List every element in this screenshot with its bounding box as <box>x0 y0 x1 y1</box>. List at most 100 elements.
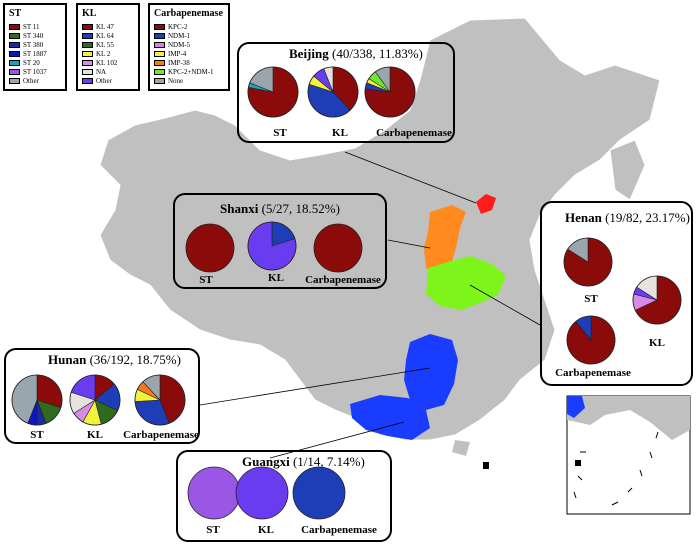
inset-blue-region <box>567 396 585 418</box>
henan-callout-line <box>469 284 541 326</box>
pie-outline <box>563 237 613 287</box>
hunan-region <box>404 334 458 410</box>
legend-carb-swatch <box>154 77 165 84</box>
panel-beijing <box>237 42 455 143</box>
legend-kl-swatch <box>82 41 93 48</box>
legend-kl-swatch <box>82 32 93 39</box>
legend-kl-swatch <box>82 68 93 75</box>
legend-st-label: ST 11 <box>23 22 40 31</box>
legend-st-item: ST 1037 <box>9 67 61 76</box>
panel-hunan-label-kl: KL <box>87 429 103 441</box>
legend-kl-label: KL 55 <box>96 40 114 49</box>
legend-kl-title: KL <box>82 8 97 19</box>
beijing-callout-line <box>344 151 477 204</box>
panel-henan-label-st: ST <box>584 293 598 305</box>
legend-carb-swatch <box>154 68 165 75</box>
panel-beijing-title: Beijing (40/338, 11.83%) <box>289 46 423 62</box>
panel-henan-stats: (19/82, 23.17%) <box>605 210 690 225</box>
legend-carb-swatch <box>154 59 165 66</box>
pie-outline <box>307 66 359 118</box>
pie-outline <box>11 374 63 426</box>
legend-carb-item: KPC-2+NDM-1 <box>154 67 224 76</box>
panel-beijing-name: Beijing <box>289 46 329 61</box>
legend-kl-swatch <box>82 50 93 57</box>
legend-carb-item: None <box>154 76 224 85</box>
legend-kl-label: KL 2 <box>96 49 111 58</box>
panel-henan-label-carbapenemase: Carbapenemase <box>555 367 631 379</box>
panel-shanxi-label-carbapenemase: Carbapenemase <box>305 274 381 286</box>
legend-carb-item: IMP-4 <box>154 49 224 58</box>
pie-outline <box>292 466 346 520</box>
legend-carb-swatch <box>154 23 165 30</box>
legend-kl-item: KL 2 <box>82 49 134 58</box>
inset-landmass <box>567 396 690 440</box>
pie-outline <box>185 223 235 273</box>
panel-beijing-label-st: ST <box>273 127 287 139</box>
legend-carb-item: NDM-1 <box>154 31 224 40</box>
panel-henan-name: Henan <box>565 210 602 225</box>
pie-slice <box>293 467 345 519</box>
legend-st-swatch <box>9 32 20 39</box>
legend-carb-label: None <box>168 76 184 85</box>
legend-kl-label: KL 47 <box>96 22 114 31</box>
legend-carbapenemase-title: Carbapenemase <box>154 8 223 19</box>
panel-henan-title: Henan (19/82, 23.17%) <box>565 210 690 226</box>
pie-outline <box>566 315 616 365</box>
pie-henan-kl <box>632 275 682 325</box>
guangxi-callout-line <box>269 421 405 459</box>
shanxi-region <box>424 205 466 276</box>
panel-hunan-stats: (36/192, 18.75%) <box>89 352 181 367</box>
legend-st-label: ST 1037 <box>23 67 47 76</box>
legend-kl-swatch <box>82 77 93 84</box>
legend-st-label: ST 340 <box>23 31 44 40</box>
legend-st-swatch <box>9 23 20 30</box>
panel-guangxi-label-carbapenemase: Carbapenemase <box>301 524 377 536</box>
pie-hunan-st <box>11 374 63 426</box>
legend-kl-swatch <box>82 59 93 66</box>
pie-guangxi-kl <box>235 466 289 520</box>
pie-outline <box>134 374 186 426</box>
panel-shanxi-label-st: ST <box>199 274 213 286</box>
legend-st-label: Other <box>23 76 39 85</box>
legend-st-swatch <box>9 68 20 75</box>
legend-kl-label: KL 102 <box>96 58 118 67</box>
legend-st-label: ST 20 <box>23 58 40 67</box>
legend-carb-swatch <box>154 41 165 48</box>
legend-carb-label: IMP-38 <box>168 58 190 67</box>
hainan-island <box>452 440 470 456</box>
legend-kl-item: KL 64 <box>82 31 134 40</box>
legend-carb-item: NDM-5 <box>154 40 224 49</box>
inset-island-marker <box>575 460 581 466</box>
pie-hunan-carb <box>134 374 186 426</box>
legend-carb-label: KPC-2 <box>168 22 188 31</box>
legend-st-swatch <box>9 59 20 66</box>
pie-slice <box>314 224 362 272</box>
beijing-region <box>476 194 496 214</box>
inset-dashes <box>573 431 659 506</box>
pie-shanxi-kl <box>247 221 297 271</box>
panel-beijing-label-carbapenemase: Carbapenemase <box>376 127 452 139</box>
panel-guangxi-label-kl: KL <box>258 524 274 536</box>
legend-kl-label: NA <box>96 67 107 76</box>
pie-outline <box>247 221 297 271</box>
pie-outline <box>632 275 682 325</box>
panel-shanxi-label-kl: KL <box>268 272 284 284</box>
legend-carb-label: NDM-1 <box>168 31 191 40</box>
legend-carb-item: IMP-38 <box>154 58 224 67</box>
legend-st-swatch <box>9 50 20 57</box>
pie-hunan-kl <box>69 374 121 426</box>
panel-hunan-name: Hunan <box>48 352 87 367</box>
legend-st: ST ST 11 ST 340 ST 380 ST 1887 ST 20 ST 1037 O… <box>3 3 67 91</box>
legend-st-item: ST 11 <box>9 22 61 31</box>
legend-carb-label: NDM-5 <box>168 40 191 49</box>
korea-landmass <box>609 139 646 201</box>
panel-shanxi-name: Shanxi <box>220 201 259 216</box>
legend-st-title: ST <box>9 8 22 19</box>
legend-st-item: ST 20 <box>9 58 61 67</box>
panel-guangxi <box>176 450 392 542</box>
pie-outline <box>313 223 363 273</box>
panel-beijing-label-kl: KL <box>332 127 348 139</box>
shanxi-callout-line <box>387 239 431 249</box>
legend-st-swatch <box>9 77 20 84</box>
